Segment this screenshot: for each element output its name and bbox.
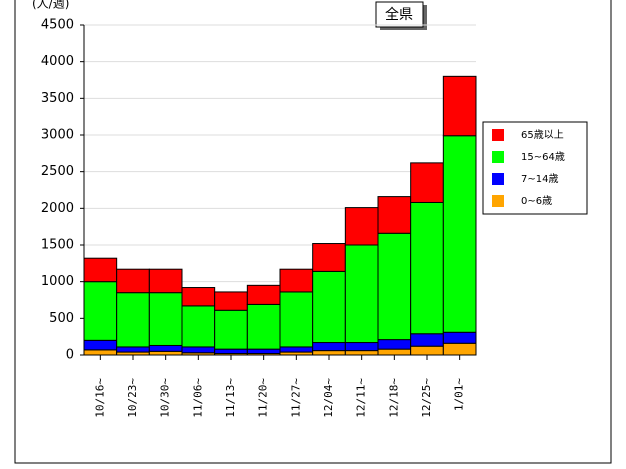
legend-swatch — [492, 195, 504, 207]
bar-segment — [214, 348, 248, 355]
bar-segment — [214, 291, 248, 311]
bar-segment — [83, 349, 118, 356]
bar-segment — [442, 75, 477, 137]
y-tick-label: 3500 — [41, 91, 74, 106]
x-tick-label: 12/25~ — [420, 378, 433, 418]
x-tick-label: 10/30~ — [159, 378, 172, 418]
y-tick-label: 500 — [49, 311, 74, 326]
bar-segment — [377, 348, 412, 356]
bar-segment — [442, 331, 477, 344]
bar-segment — [116, 268, 150, 294]
y-axis-label: (人/週) — [32, 0, 69, 11]
bar-segment — [279, 291, 314, 348]
y-tick-label: 3000 — [41, 128, 74, 143]
legend-label: 15~64歳 — [521, 151, 565, 163]
bar-segment — [377, 232, 412, 341]
bar-segment — [148, 344, 183, 352]
x-tick-label: 10/23~ — [126, 378, 139, 418]
bar-segment — [312, 342, 346, 352]
bar-segment — [344, 342, 379, 352]
x-tick-label: 11/20~ — [257, 378, 270, 418]
bar-segment — [116, 346, 150, 353]
bar-segment — [279, 268, 314, 293]
y-tick-label: 4000 — [41, 54, 74, 69]
bar-segment — [344, 244, 379, 344]
bar-segment — [344, 207, 379, 246]
bar-segment — [83, 257, 118, 283]
legend-swatch — [492, 151, 504, 163]
bar-segment — [344, 350, 379, 356]
bar-segment — [312, 350, 346, 356]
bar-segment — [312, 270, 346, 344]
bar-segment — [181, 305, 216, 348]
y-tick-label: 2500 — [41, 164, 74, 179]
bar-segment — [83, 281, 118, 341]
y-tick-label: 0 — [66, 348, 74, 363]
bar-segment — [410, 345, 444, 356]
bar-segment — [377, 196, 412, 234]
button-label[interactable]: 全県 — [385, 6, 413, 23]
bar-segment — [410, 201, 444, 335]
legend-label: 7~14歳 — [521, 173, 558, 185]
bar-segment — [214, 309, 248, 350]
bar-segment — [246, 284, 281, 305]
y-tick-label: 4500 — [41, 18, 74, 33]
x-tick-label: 10/16~ — [93, 378, 106, 418]
legend-swatch — [492, 129, 504, 141]
bar-segment — [148, 292, 183, 346]
bar-segment — [246, 303, 281, 350]
legend-label: 65歳以上 — [521, 129, 564, 141]
bar-segment — [246, 348, 281, 355]
y-tick-label: 2000 — [41, 201, 74, 216]
x-tick-label: 1/01~ — [453, 378, 466, 411]
bar-segment — [116, 292, 150, 348]
legend-swatch — [492, 173, 504, 185]
x-tick-label: 11/06~ — [191, 378, 204, 418]
bar-segment — [181, 346, 216, 354]
bar-segment — [442, 342, 477, 356]
y-tick-label: 1000 — [41, 274, 74, 289]
x-tick-label: 12/18~ — [387, 378, 400, 418]
legend-label: 0~6歳 — [521, 195, 552, 207]
x-tick-label: 11/27~ — [289, 378, 302, 418]
bar-segment — [410, 162, 444, 203]
bar-segment — [377, 339, 412, 350]
frame — [14, 0, 612, 464]
x-tick-label: 12/04~ — [322, 378, 335, 418]
x-tick-label: 11/13~ — [224, 378, 237, 418]
bar-segment — [181, 287, 216, 307]
bar-segment — [442, 135, 477, 333]
bar-segment — [279, 346, 314, 353]
button[interactable] — [375, 1, 424, 28]
bar-segment — [148, 350, 183, 356]
bar-segment — [410, 333, 444, 347]
y-tick-label: 1500 — [41, 238, 74, 253]
bar-segment — [312, 243, 346, 272]
bar-segment — [83, 339, 118, 351]
bar-segment — [148, 268, 183, 294]
x-tick-label: 12/11~ — [355, 378, 368, 418]
